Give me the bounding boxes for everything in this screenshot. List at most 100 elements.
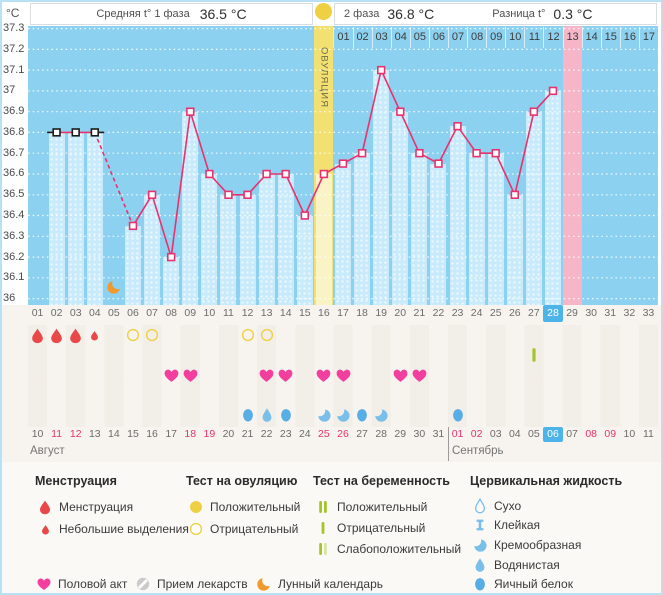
- cycle-day-cell: 32: [623, 307, 636, 319]
- drop-outline-icon: [470, 497, 490, 514]
- temp-point: [186, 107, 195, 116]
- y-axis-tick: 36.9: [3, 105, 25, 118]
- y-axis-tick: 36.2: [3, 250, 25, 263]
- y-axis-tick: 36.5: [3, 188, 25, 201]
- date-cell: 28: [375, 428, 387, 440]
- temp-point: [338, 159, 348, 168]
- temp-point: [90, 128, 100, 137]
- date-cell: 12: [69, 428, 82, 440]
- moon-icon: [106, 279, 122, 295]
- heart-icon: [34, 576, 54, 592]
- cycle-day-cell: 12: [241, 307, 254, 319]
- cycle-day-cell: 11: [222, 307, 234, 319]
- phase1-average-value: 36.5 °C: [199, 6, 247, 22]
- cervical-fluid-eggwhite-icon: [450, 407, 466, 423]
- legend-item-label: Слабоположительный: [337, 541, 462, 556]
- legend-item: Клейкая: [470, 516, 622, 536]
- legend-item: Отрицательный: [186, 518, 300, 540]
- eggwhite-icon: [470, 576, 490, 592]
- date-cell: 20: [222, 428, 235, 440]
- legend-item-label: Небольшие выделения: [59, 522, 189, 536]
- temp-point: [529, 107, 539, 116]
- temp-point: [319, 169, 329, 179]
- temp-point: [548, 86, 558, 96]
- temp-line-segment: [514, 111, 535, 195]
- cycle-day-cell: 01: [31, 307, 44, 319]
- temp-line-segment: [170, 111, 192, 258]
- legend-item: Сухо: [470, 496, 622, 516]
- bar-negative-icon: [313, 520, 333, 536]
- expected-period-column: [562, 26, 582, 305]
- cervical-fluid-creamy-icon: [373, 407, 389, 423]
- y-axis-tick: 37.3: [3, 22, 25, 35]
- intercourse-heart-icon: [335, 367, 352, 384]
- date-cell: 19: [203, 428, 216, 440]
- temp-bar: [487, 153, 504, 305]
- temp-bar: [430, 163, 447, 305]
- cycle-day-cell: 06: [127, 307, 139, 319]
- temp-point: [52, 128, 61, 137]
- temp-point: [71, 128, 80, 137]
- pregnancy-test-negative-icon: [525, 346, 543, 364]
- temp-bar: [48, 132, 65, 305]
- y-axis-tick: 37.1: [3, 63, 25, 76]
- cervical-fluid-eggwhite-icon: [240, 407, 256, 423]
- date-cell: 05: [528, 428, 540, 440]
- y-axis-tick: 36.1: [3, 271, 25, 284]
- cervical-fluid-creamy-icon: [316, 407, 332, 423]
- temp-line-segment: [151, 194, 172, 258]
- legend-item: Менструация: [35, 496, 189, 518]
- pill-icon: [133, 576, 153, 592]
- date-cell: 04: [508, 428, 521, 440]
- moon-icon: [254, 576, 274, 592]
- legend-items: Сухо Клейкая Кремообразная Водянистая Яичный…: [470, 496, 622, 594]
- temp-line-segment: [189, 111, 211, 175]
- date-cell: 23: [279, 428, 292, 440]
- dpo-day-cell: 07: [448, 27, 467, 48]
- temp-line-segment: [132, 194, 153, 227]
- temp-point: [472, 149, 481, 158]
- temp-point: [376, 65, 386, 75]
- temp-point: [205, 169, 214, 179]
- date-cell: 10: [623, 428, 636, 440]
- legend-item-label: Менструация: [59, 500, 134, 514]
- date-cell: 31: [432, 428, 445, 440]
- dpo-day-cell: 03: [371, 27, 391, 48]
- legend-items: Положительный Отрицательный: [186, 496, 300, 540]
- ovulation-label: ОВУЛЯЦИЯ: [318, 46, 330, 108]
- temp-point: [281, 169, 290, 179]
- temp-bar: [334, 163, 352, 305]
- cycle-day-cell: 16: [318, 307, 330, 319]
- y-axis-tick: 36.7: [3, 146, 25, 159]
- intercourse-heart-icon: [163, 367, 180, 384]
- y-axis-tick: 36: [3, 292, 16, 305]
- legend-items: Положительный Отрицательный Слабоположител…: [313, 496, 461, 559]
- sticky-icon: [470, 517, 490, 533]
- legend-item-label: Лунный календарь: [278, 577, 384, 591]
- temp-point: [396, 107, 405, 116]
- temp-bar: [258, 173, 275, 305]
- date-cell: 07: [566, 428, 578, 440]
- bars-weak-icon: [313, 541, 333, 557]
- phase2-label: 2 фаза: [344, 8, 380, 20]
- legend-items: Менструация Небольшие выделения: [35, 496, 189, 540]
- y-axis-tick: 36.3: [3, 229, 25, 242]
- y-axis-tick: 36.4: [3, 209, 25, 222]
- legend-item-label: Клейкая: [494, 518, 541, 533]
- cycle-day-cell: 33: [642, 307, 655, 319]
- temp-line-segment: [284, 173, 306, 216]
- ovulation-test-negative-icon: [144, 327, 160, 343]
- legend-title: Менструация: [35, 474, 117, 488]
- temperature-line-chart: [28, 26, 658, 305]
- cycle-day-cell: 27: [528, 307, 540, 319]
- cycle-day-cell: 14: [279, 307, 292, 319]
- date-cell: 21: [241, 428, 254, 440]
- cycle-day-cell: 13: [260, 307, 273, 319]
- temp-bar: [468, 153, 485, 305]
- cycle-day-cell: 05: [108, 307, 120, 319]
- legend-item: Положительный: [186, 496, 300, 518]
- temp-bar: [124, 225, 142, 305]
- cycle-day-cell: 15: [298, 307, 311, 319]
- date-cell: 11: [51, 428, 63, 440]
- date-cell: 27: [356, 428, 368, 440]
